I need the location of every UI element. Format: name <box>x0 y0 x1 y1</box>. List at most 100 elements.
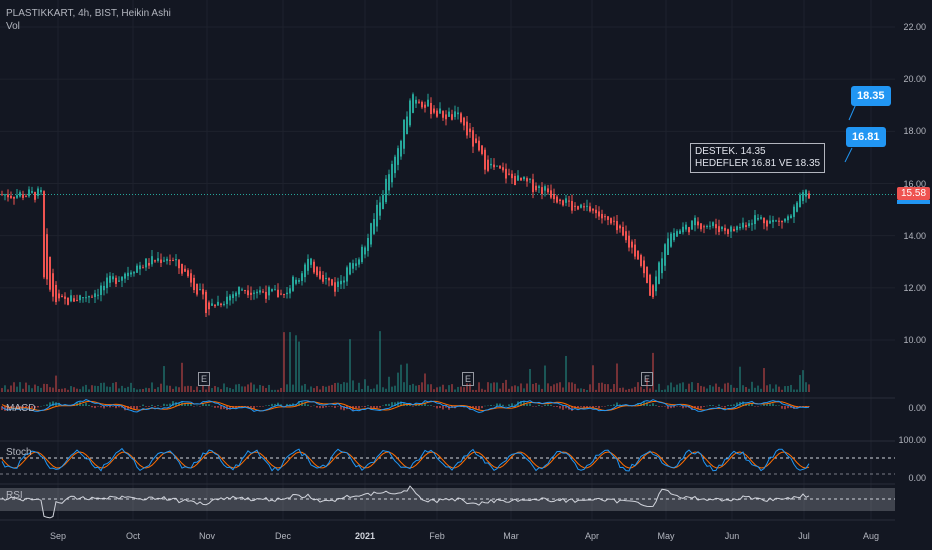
candle-body <box>529 178 531 180</box>
candle-body <box>106 277 108 289</box>
indicator-tick-label: 100.00 <box>898 435 926 445</box>
volume-bar <box>664 389 666 392</box>
target-callout-1[interactable]: 18.35 <box>851 86 891 106</box>
volume-bar <box>73 387 75 392</box>
candle-body <box>703 226 705 228</box>
macd-histogram-bar <box>85 402 87 406</box>
candle-body <box>415 99 417 104</box>
macd-histogram-bar <box>757 406 759 407</box>
volume-bar <box>358 382 360 392</box>
candle-body <box>430 102 432 115</box>
volume-bar <box>181 362 183 392</box>
macd-histogram-bar <box>310 406 312 407</box>
candle-body <box>19 192 21 197</box>
time-tick-label: Dec <box>274 531 291 541</box>
volume-bar <box>313 388 315 392</box>
macd-histogram-bar <box>265 405 267 406</box>
volume-bar <box>298 341 300 392</box>
macd-histogram-bar <box>46 404 48 406</box>
candle-body <box>364 247 366 255</box>
candle-body <box>778 220 780 222</box>
macd-histogram-bar <box>412 406 414 407</box>
candle-body <box>580 204 582 208</box>
volume-bar <box>592 365 594 392</box>
rsi-pane <box>0 485 895 519</box>
candle-body <box>712 222 714 227</box>
volume-bar <box>106 386 108 392</box>
macd-histogram-bar <box>754 406 756 407</box>
candle-body <box>67 297 69 305</box>
volume-bar <box>271 389 273 392</box>
volume-bar <box>433 389 435 392</box>
candle-body <box>343 280 345 283</box>
macd-histogram-bar <box>385 404 387 406</box>
volume-bar <box>376 384 378 392</box>
volume-bar <box>379 331 381 392</box>
candle-body <box>229 295 231 301</box>
volume-bar <box>568 382 570 392</box>
candle-body <box>64 296 66 299</box>
volume-bar <box>559 382 561 392</box>
price-tick-label: 20.00 <box>903 74 926 85</box>
volume-bar <box>67 389 69 392</box>
candle-body <box>766 220 768 227</box>
macd-histogram-bar <box>31 406 33 408</box>
volume-bar <box>661 389 663 392</box>
earnings-marker[interactable]: E <box>641 372 653 386</box>
candle-body <box>328 278 330 281</box>
volume-bar <box>772 388 774 392</box>
macd-histogram-bar <box>469 406 471 410</box>
candle-body <box>199 289 201 291</box>
macd-histogram-bar <box>577 406 579 409</box>
volume-bar <box>343 382 345 392</box>
macd-histogram-bar <box>319 406 321 409</box>
volume-bar <box>244 386 246 392</box>
earnings-marker[interactable]: E <box>198 372 210 386</box>
volume-bar <box>622 387 624 392</box>
macd-histogram-bar <box>595 406 597 407</box>
candle-body <box>418 101 420 103</box>
volume-bar <box>754 387 756 392</box>
candle-body <box>553 193 555 200</box>
volume-bar <box>616 363 618 392</box>
volume-bar <box>190 386 192 392</box>
macd-histogram-bar <box>751 403 753 406</box>
macd-histogram-bar <box>271 403 273 406</box>
volume-bar <box>691 382 693 392</box>
volume-bar <box>784 386 786 392</box>
candle-body <box>496 165 498 167</box>
macd-histogram-bar <box>433 406 435 407</box>
candle-body <box>103 285 105 291</box>
earnings-marker[interactable]: E <box>462 372 474 386</box>
volume-bar <box>178 387 180 392</box>
volume-bar <box>322 385 324 392</box>
time-tick-label: Apr <box>584 531 599 541</box>
volume-bar <box>733 387 735 392</box>
target-callout-2[interactable]: 16.81 <box>846 127 886 147</box>
volume-bar <box>346 382 348 392</box>
candle-body <box>352 263 354 269</box>
last-price-badge-secondary <box>897 200 930 204</box>
text-annotation[interactable]: DESTEK. 14.35 HEDEFLER 16.81 VE 18.35 <box>690 143 826 173</box>
volume-bar <box>604 384 606 392</box>
candle-body <box>241 289 243 291</box>
stoch-label: Stoch <box>6 447 32 458</box>
candle-body <box>676 231 678 237</box>
candle-body <box>709 225 711 227</box>
volume-bar <box>40 387 42 392</box>
macd-histogram-bar <box>82 404 84 406</box>
candle-body <box>589 206 591 212</box>
macd-histogram-bar <box>154 406 156 407</box>
volume-bar <box>370 389 372 392</box>
volume-bar <box>148 388 150 392</box>
macd-histogram-bar <box>139 406 141 407</box>
volume-bar <box>247 384 249 392</box>
candle-body <box>442 111 444 118</box>
volume-bar <box>607 384 609 392</box>
candle-body <box>547 188 549 193</box>
volume-bar <box>637 382 639 392</box>
volume-bar <box>118 388 120 392</box>
volume-bar <box>643 389 645 392</box>
macd-histogram-bar <box>421 405 423 406</box>
